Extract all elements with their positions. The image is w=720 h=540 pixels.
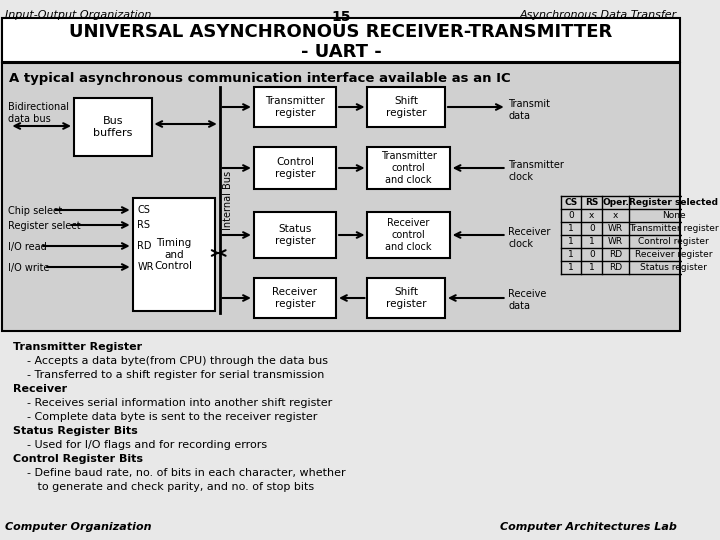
Text: I/O read: I/O read (8, 242, 46, 252)
Text: RS: RS (585, 198, 598, 207)
Text: Receiver
clock: Receiver clock (508, 227, 551, 248)
Text: Status Register Bits: Status Register Bits (13, 426, 138, 436)
Text: - Accepts a data byte(from CPU) through the data bus: - Accepts a data byte(from CPU) through … (13, 356, 328, 366)
Text: Receiver
register: Receiver register (272, 287, 318, 309)
Text: WR: WR (138, 262, 154, 272)
Text: RD: RD (138, 241, 152, 251)
Text: - Complete data byte is sent to the receiver register: - Complete data byte is sent to the rece… (13, 412, 318, 422)
Text: 0: 0 (568, 211, 574, 220)
Text: Chip select: Chip select (8, 206, 62, 216)
Text: A typical asynchronous communication interface available as an IC: A typical asynchronous communication int… (9, 72, 511, 85)
Text: Control register: Control register (639, 237, 709, 246)
Text: 1: 1 (568, 250, 574, 259)
Text: Oper.: Oper. (602, 198, 629, 207)
Text: Transmit
data: Transmit data (508, 99, 551, 120)
Text: WR: WR (608, 224, 623, 233)
Text: WR: WR (608, 237, 623, 246)
Text: Transmitter Register: Transmitter Register (13, 342, 143, 352)
Text: Computer Organization: Computer Organization (5, 522, 151, 532)
FancyBboxPatch shape (367, 212, 450, 258)
Text: None: None (662, 211, 685, 220)
FancyBboxPatch shape (367, 87, 445, 127)
FancyBboxPatch shape (253, 212, 336, 258)
Text: 0: 0 (589, 224, 595, 233)
Text: - Transferred to a shift register for serial transmission: - Transferred to a shift register for se… (13, 370, 325, 380)
Text: x: x (613, 211, 618, 220)
Text: Receiver register: Receiver register (635, 250, 713, 259)
Text: CS: CS (564, 198, 577, 207)
FancyBboxPatch shape (367, 147, 450, 189)
Text: to generate and check parity, and no. of stop bits: to generate and check parity, and no. of… (13, 482, 315, 492)
FancyBboxPatch shape (2, 63, 680, 331)
Text: Shift
register: Shift register (386, 287, 426, 309)
Text: - Define baud rate, no. of bits in each character, whether: - Define baud rate, no. of bits in each … (13, 468, 346, 478)
Text: Asynchronous Data Transfer: Asynchronous Data Transfer (520, 10, 677, 20)
Text: Bus
buffers: Bus buffers (93, 116, 132, 138)
Text: I/O write: I/O write (8, 263, 49, 273)
Text: Transmitter
register: Transmitter register (265, 96, 325, 118)
Text: 0: 0 (589, 250, 595, 259)
FancyBboxPatch shape (74, 98, 151, 156)
Text: 1: 1 (589, 263, 595, 272)
Text: Shift
register: Shift register (386, 96, 426, 118)
Text: - Used for I/O flags and for recording errors: - Used for I/O flags and for recording e… (13, 440, 267, 450)
FancyBboxPatch shape (367, 278, 445, 318)
Text: 1: 1 (568, 237, 574, 246)
Text: Receiver: Receiver (13, 384, 68, 394)
Text: Timing
and
Control: Timing and Control (155, 238, 193, 271)
Text: RD: RD (609, 263, 622, 272)
Text: - UART -: - UART - (300, 43, 382, 61)
FancyBboxPatch shape (253, 147, 336, 189)
FancyBboxPatch shape (253, 87, 336, 127)
Text: CS: CS (138, 205, 150, 215)
Text: Transmitter
control
and clock: Transmitter control and clock (381, 151, 436, 185)
Text: Control
register: Control register (275, 157, 315, 179)
Text: Transmitter register: Transmitter register (629, 224, 719, 233)
Text: 15: 15 (331, 10, 351, 24)
Text: RS: RS (138, 220, 150, 230)
Text: Control Register Bits: Control Register Bits (13, 454, 143, 464)
FancyBboxPatch shape (2, 18, 680, 62)
Text: Receiver
control
and clock: Receiver control and clock (385, 218, 432, 252)
Text: Transmitter
clock: Transmitter clock (508, 160, 564, 181)
Text: Computer Architectures Lab: Computer Architectures Lab (500, 522, 677, 532)
Text: Register select: Register select (8, 221, 80, 231)
Text: Status
register: Status register (275, 224, 315, 246)
Text: UNIVERSAL ASYNCHRONOUS RECEIVER-TRANSMITTER: UNIVERSAL ASYNCHRONOUS RECEIVER-TRANSMIT… (69, 23, 613, 41)
Text: 1: 1 (589, 237, 595, 246)
Text: 1: 1 (568, 263, 574, 272)
Text: Receive
data: Receive data (508, 289, 547, 310)
Text: Register selected: Register selected (629, 198, 719, 207)
Text: Bidirectional
data bus: Bidirectional data bus (8, 102, 68, 124)
Text: Internal Bus: Internal Bus (223, 171, 233, 230)
FancyBboxPatch shape (253, 278, 336, 318)
Text: 1: 1 (568, 224, 574, 233)
Text: RD: RD (609, 250, 622, 259)
Text: x: x (589, 211, 595, 220)
FancyBboxPatch shape (132, 198, 215, 311)
Text: - Receives serial information into another shift register: - Receives serial information into anoth… (13, 398, 333, 408)
Text: Status register: Status register (640, 263, 707, 272)
Text: Input-Output Organization: Input-Output Organization (5, 10, 151, 20)
